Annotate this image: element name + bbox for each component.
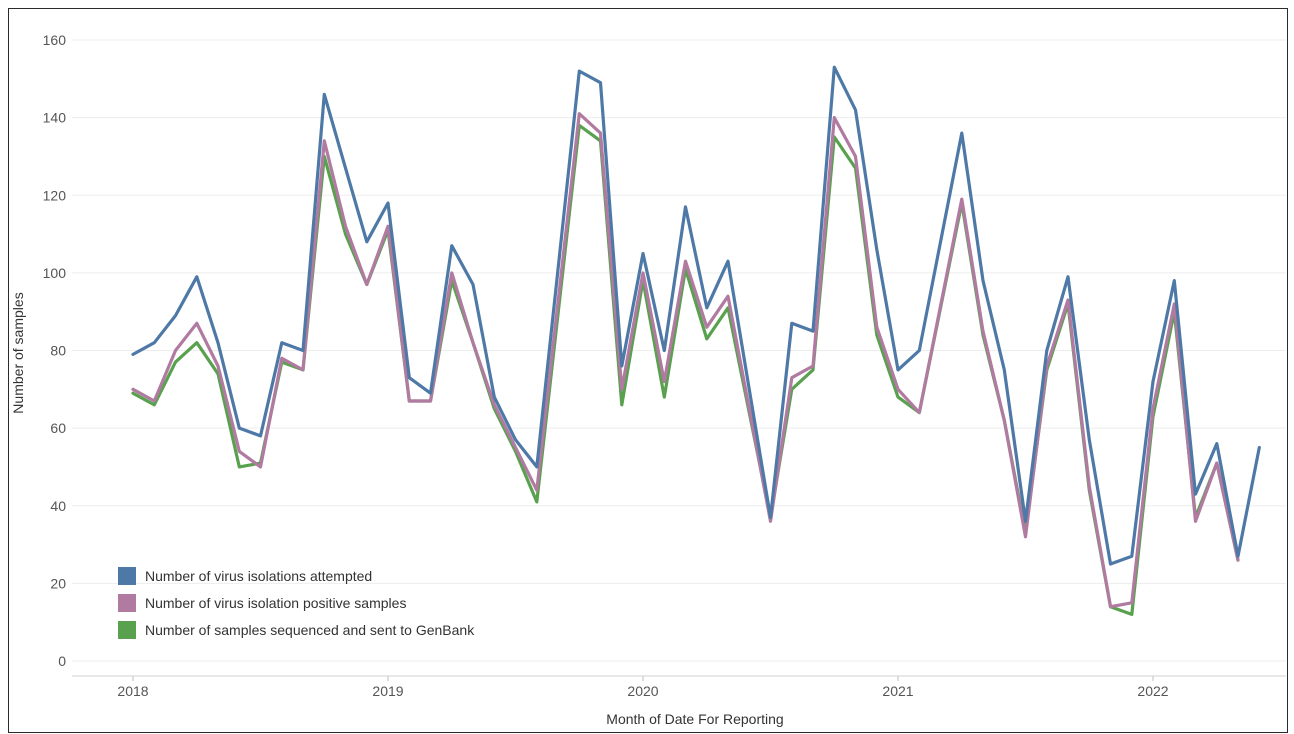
series-group [131, 65, 1261, 617]
legend-label-1: Number of virus isolation positive sampl… [145, 595, 406, 611]
y-tick-label: 20 [50, 575, 66, 591]
y-tick-label: 40 [50, 498, 66, 514]
series-line-0 [131, 65, 1261, 566]
x-tick-label: 2022 [1137, 683, 1168, 699]
series-line-1 [131, 112, 1240, 609]
x-tick-label: 2018 [117, 683, 148, 699]
x-tick-label: 2019 [372, 683, 403, 699]
legend-label-0: Number of virus isolations attempted [145, 568, 372, 584]
y-tick-label: 0 [58, 653, 66, 669]
y-tick-label: 140 [43, 110, 67, 126]
y-tick-label: 80 [50, 343, 66, 359]
y-tick-label: 100 [43, 265, 67, 281]
y-tick-label: 120 [43, 187, 67, 203]
x-axis-ticks: 2018 2019 2020 2021 2022 [117, 676, 1169, 699]
legend-label-2: Number of samples sequenced and sent to … [145, 622, 475, 638]
series-line-2 [131, 123, 1240, 617]
legend-swatch-0 [118, 567, 136, 585]
y-axis-title: Number of samples [10, 292, 26, 413]
y-axis-ticks: 0 20 40 60 80 100 120 140 160 [43, 32, 67, 669]
legend-swatch-1 [118, 594, 136, 612]
x-tick-label: 2020 [627, 683, 658, 699]
y-tick-label: 160 [43, 32, 67, 48]
y-tick-label: 60 [50, 420, 66, 436]
legend: Number of virus isolations attempted Numb… [118, 567, 475, 639]
grid-lines [72, 39, 1286, 662]
x-tick-label: 2021 [882, 683, 913, 699]
legend-swatch-2 [118, 621, 136, 639]
x-axis-title: Month of Date For Reporting [606, 711, 783, 727]
